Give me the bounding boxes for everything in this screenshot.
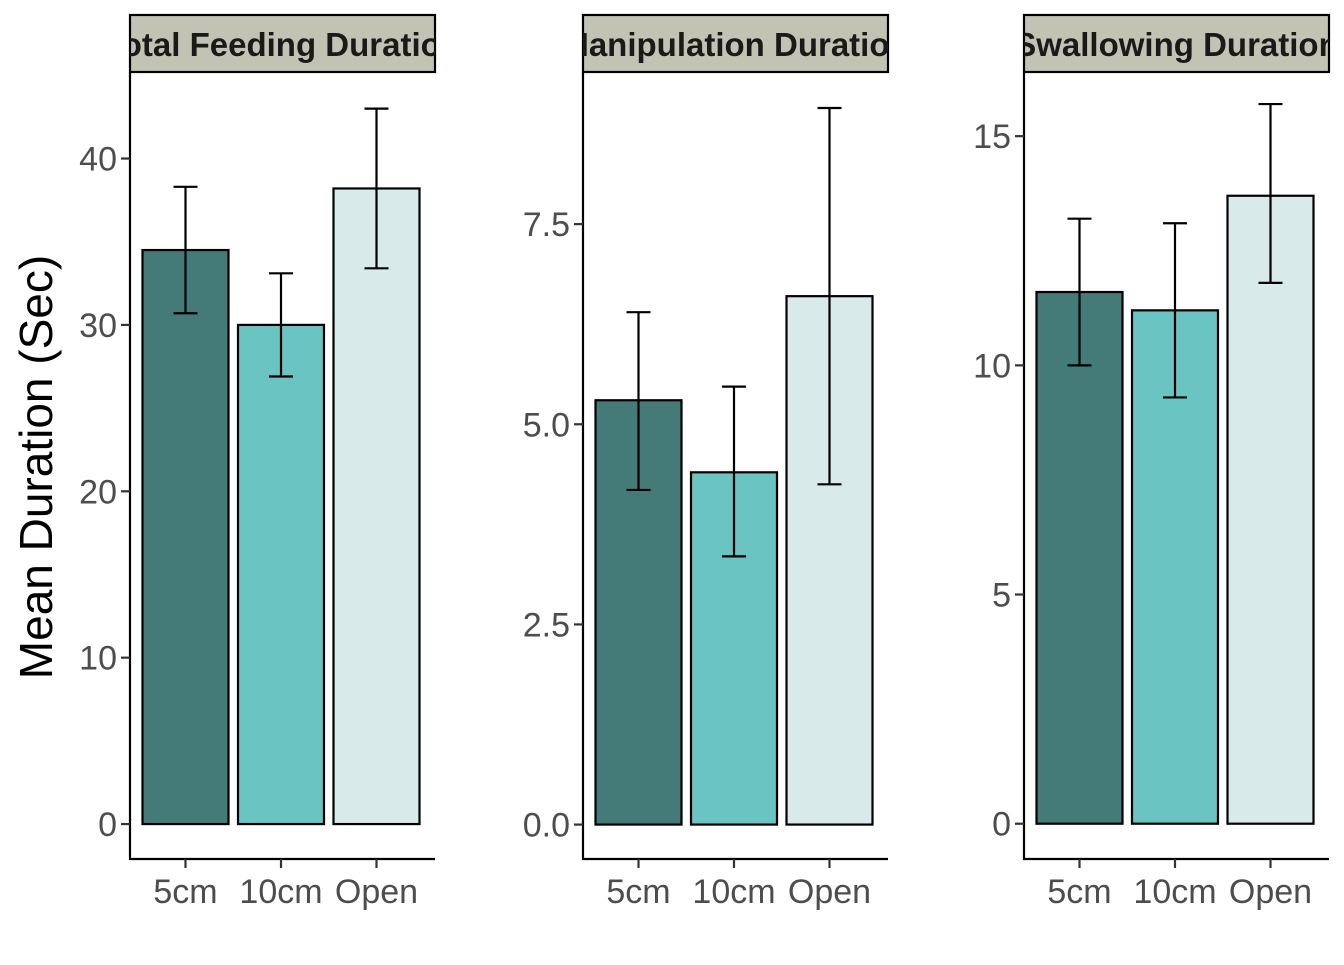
error-bar <box>173 185 198 315</box>
panel-strip <box>1022 13 1331 74</box>
y-tick-label: 0 <box>992 806 1011 844</box>
x-tick-label: Open <box>335 873 418 911</box>
bar-open <box>332 187 421 826</box>
y-tick-label: 40 <box>79 141 117 179</box>
bar-10cm <box>236 323 326 826</box>
bar-open <box>1226 194 1315 825</box>
error-bar <box>722 385 746 558</box>
error-bar <box>1067 217 1092 367</box>
x-tick-label: 5cm <box>1047 873 1111 911</box>
x-tick-label: 10cm <box>239 873 322 911</box>
error-bar <box>1163 222 1187 399</box>
x-tick-label: Open <box>1229 873 1312 911</box>
panel-strip <box>581 13 890 74</box>
error-bar <box>626 311 651 492</box>
error-bar <box>1258 102 1283 284</box>
panel-1: Total Feeding Duration 0 10 20 30 40 5cm 10cm Op… <box>79 13 461 911</box>
panel-3: Swallowing Duration 0 5 10 15 5cm 10cm Open <box>973 13 1339 911</box>
y-tick-label: 5.0 <box>523 406 570 444</box>
x-tick-label: 5cm <box>606 873 670 911</box>
panel-strip-label: Total Feeding Duration <box>104 26 461 63</box>
panel-strip-label: Swallowing Duration <box>1014 26 1339 63</box>
panel-strip <box>128 13 437 74</box>
y-tick-label: 0 <box>98 806 117 844</box>
y-tick-label: 10 <box>79 640 117 678</box>
y-tick-label: 2.5 <box>523 606 570 644</box>
x-tick-label: Open <box>788 873 871 911</box>
panel-strip-label: Manipulation Duration <box>561 26 909 63</box>
y-tick-label: 15 <box>973 118 1011 156</box>
x-tick-label: 10cm <box>692 873 775 911</box>
y-tick-label: 30 <box>79 307 117 345</box>
y-axis-title: Mean Duration (Sec) <box>10 255 62 679</box>
y-tick-label: 0.0 <box>523 807 570 845</box>
panel-2: Manipulation Duration 0.0 2.5 5.0 7.5 5cm 10cm… <box>523 13 909 911</box>
error-bar <box>817 106 842 486</box>
y-tick-label: 7.5 <box>523 206 570 244</box>
x-tick-label: 5cm <box>153 873 217 911</box>
y-tick-label: 20 <box>79 473 117 511</box>
error-bar <box>364 107 389 270</box>
y-tick-label: 10 <box>973 347 1011 385</box>
bar-5cm <box>141 248 230 826</box>
x-tick-label: 10cm <box>1133 873 1216 911</box>
y-tick-label: 5 <box>992 577 1011 615</box>
bar-5cm <box>1035 290 1124 825</box>
error-bar <box>269 272 293 378</box>
